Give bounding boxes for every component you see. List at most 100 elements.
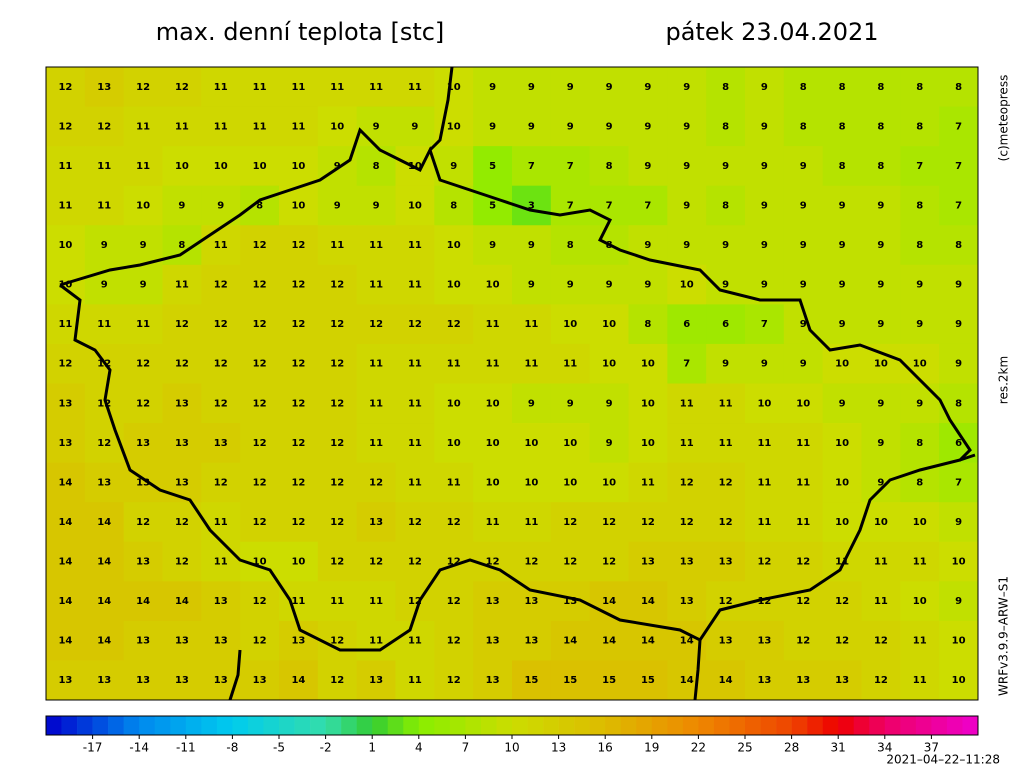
cell [667,185,707,226]
cell-value: 14 [291,675,305,686]
cell-value: 11 [291,121,305,132]
cell-value: 10 [524,438,538,449]
cell [279,462,319,503]
cell-value: 12 [330,557,344,568]
cell [240,620,280,661]
cell-value: 9 [644,280,651,291]
cell-value: 11 [408,280,422,291]
cell-value: 12 [253,319,267,330]
cell-value: 12 [563,557,577,568]
cell-value: 12 [486,557,500,568]
cell [46,185,86,226]
cell [861,304,901,345]
colorbar-tick-label: 1 [368,741,376,755]
colorbar-segment [900,716,917,735]
cell [317,264,358,305]
cell [861,660,901,701]
colorbar-segment [123,716,140,735]
cell-value: 12 [214,398,228,409]
border [228,649,242,701]
cell-value: 12 [291,319,305,330]
cell-value: 12 [408,596,422,607]
cell-value: 12 [719,477,733,488]
cell [123,304,163,345]
cell-value: 9 [101,240,108,251]
cell [356,383,396,424]
cell-value: 6 [955,438,962,449]
cell-value: 13 [175,477,189,488]
cell-value: 11 [58,200,72,211]
cell [84,383,125,424]
colorbar-tick-label: -14 [129,741,149,755]
cell-value: 14 [641,596,655,607]
cell-value: 11 [719,438,733,449]
cell [900,225,940,266]
cell [861,146,901,187]
cell [783,225,824,266]
cell-value: 9 [877,280,884,291]
cell [667,146,707,187]
cell [550,660,591,701]
cell [550,343,591,384]
cell [822,146,862,187]
cell-value: 12 [253,438,267,449]
cell [667,67,707,108]
cell [550,423,591,464]
colorbar-tick-label: 16 [598,741,613,755]
cell [123,343,163,384]
cell-value: 9 [800,240,807,251]
cell [512,304,552,345]
cell-value: 10 [486,398,500,409]
cell-value: 12 [719,596,733,607]
cell-value: 12 [447,319,461,330]
cell [162,106,202,147]
colorbar-segment [154,716,171,735]
cell [279,423,319,464]
cell-value: 12 [214,280,228,291]
colorbar-segment [480,716,497,735]
cell-value: 13 [58,398,72,409]
cell-value: 11 [408,82,422,93]
cell-value: 12 [58,82,72,93]
cell-value: 8 [606,161,613,172]
colorbar-segment [527,716,544,735]
cell-value: 9 [644,240,651,251]
cell-value: 10 [835,359,849,370]
cell-value: 9 [567,398,574,409]
cell [900,502,940,543]
cell [939,581,979,622]
cell-value: 13 [757,675,771,686]
cell-value: 12 [291,240,305,251]
cell [822,383,862,424]
cell [783,541,824,582]
cell-value: 15 [563,675,577,686]
cell [628,462,668,503]
cell [822,541,862,582]
cell-value: 9 [373,121,380,132]
cell [512,660,552,701]
cell-value: 10 [835,477,849,488]
colorbar-segment [325,716,342,735]
cell-value: 11 [757,517,771,528]
cell-value: 9 [683,240,690,251]
cell [667,541,707,582]
cell-value: 10 [874,517,888,528]
cell [473,67,513,108]
cell-value: 11 [58,319,72,330]
colorbar-tick-label: 31 [831,741,846,755]
cell [162,660,202,701]
cell-value: 9 [877,477,884,488]
cell-value: 10 [602,359,616,370]
cell-value: 13 [136,477,150,488]
colorbar-segment [962,716,979,735]
cell-value: 13 [486,596,500,607]
cell-value: 13 [641,557,655,568]
cell [317,225,358,266]
colorbar-tick-label: -8 [226,741,238,755]
cell-value: 10 [602,319,616,330]
cell-value: 12 [369,477,383,488]
cell [434,660,474,701]
colorbar-segment [543,716,559,735]
cell [434,502,474,543]
colorbar-segment [915,716,932,735]
